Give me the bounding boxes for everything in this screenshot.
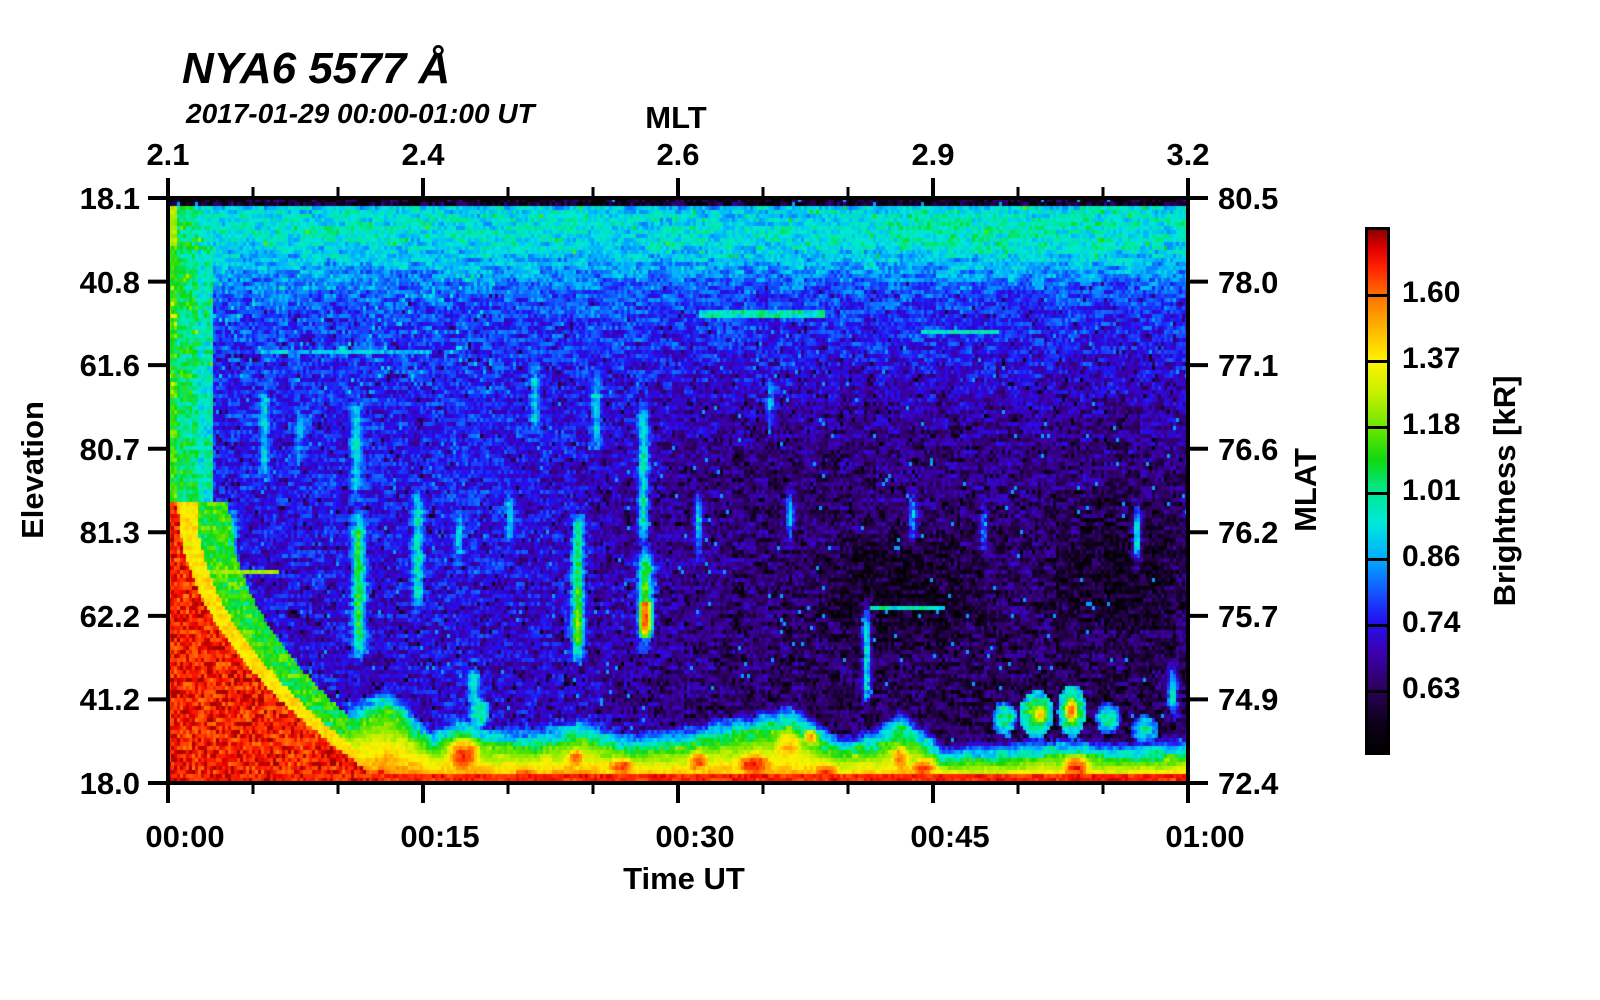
colorbar-tick-label: 0.86 (1402, 540, 1461, 573)
left-tick-label: 61.6 (79, 348, 140, 384)
right-tick-label: 77.1 (1218, 348, 1279, 384)
keogram-heatmap (168, 198, 1188, 783)
right-axis-title: MLAT (1288, 448, 1323, 532)
right-tick-label: 78.0 (1218, 264, 1279, 300)
left-tick-label: 41.2 (79, 682, 140, 718)
bottom-tick-label: 00:45 (910, 819, 990, 854)
right-tick-label: 72.4 (1218, 766, 1279, 801)
right-tick-label: 76.6 (1218, 431, 1279, 467)
left-tick-label: 40.8 (79, 264, 140, 300)
colorbar-segment-line (1368, 294, 1387, 297)
colorbar-tick-label: 1.18 (1402, 408, 1461, 441)
left-tick-label: 62.2 (79, 598, 140, 634)
colorbar-tick-label: 1.60 (1402, 276, 1461, 309)
colorbar-gradient (1365, 227, 1390, 755)
right-tick-label: 76.2 (1218, 515, 1279, 551)
right-tick-label: 74.9 (1218, 682, 1279, 718)
left-tick-label: 18.0 (79, 766, 140, 801)
colorbar-segment-line (1368, 624, 1387, 627)
colorbar-segment-line (1368, 360, 1387, 363)
bottom-tick-label: 00:30 (655, 819, 735, 854)
left-tick-label: 81.3 (79, 515, 140, 551)
top-tick-label: 2.6 (656, 137, 700, 172)
left-tick-label: 80.7 (79, 431, 140, 467)
right-tick-label: 80.5 (1218, 181, 1279, 216)
top-tick-label: 2.4 (401, 137, 445, 172)
top-tick-label: 2.1 (146, 137, 190, 172)
bottom-tick-label: 00:15 (400, 819, 480, 854)
colorbar-segment-line (1368, 558, 1387, 561)
top-tick-label: 2.9 (911, 137, 955, 172)
right-tick-label: 75.7 (1218, 598, 1279, 634)
top-tick-label: 3.2 (1166, 137, 1210, 172)
colorbar-tick-label: 1.37 (1402, 342, 1461, 375)
colorbar-tick-label: 0.74 (1402, 606, 1461, 639)
colorbar-segment-line (1368, 690, 1387, 693)
colorbar-tick-label: 1.01 (1402, 474, 1461, 507)
colorbar-segment-line (1368, 492, 1387, 495)
plot-title: NYA6 5577 Å (182, 44, 451, 93)
colorbar-title: Brightness [kR] (1487, 375, 1522, 607)
bottom-tick-label: 01:00 (1165, 819, 1245, 854)
colorbar-segment-line (1368, 426, 1387, 429)
left-tick-label: 18.1 (79, 181, 140, 216)
top-axis-title: MLT (645, 100, 707, 135)
bottom-tick-label: 00:00 (145, 819, 225, 854)
bottom-axis-title: Time UT (623, 861, 745, 896)
plot-subtitle: 2017-01-29 00:00-01:00 UT (186, 98, 535, 129)
colorbar-tick-label: 0.63 (1402, 672, 1461, 705)
